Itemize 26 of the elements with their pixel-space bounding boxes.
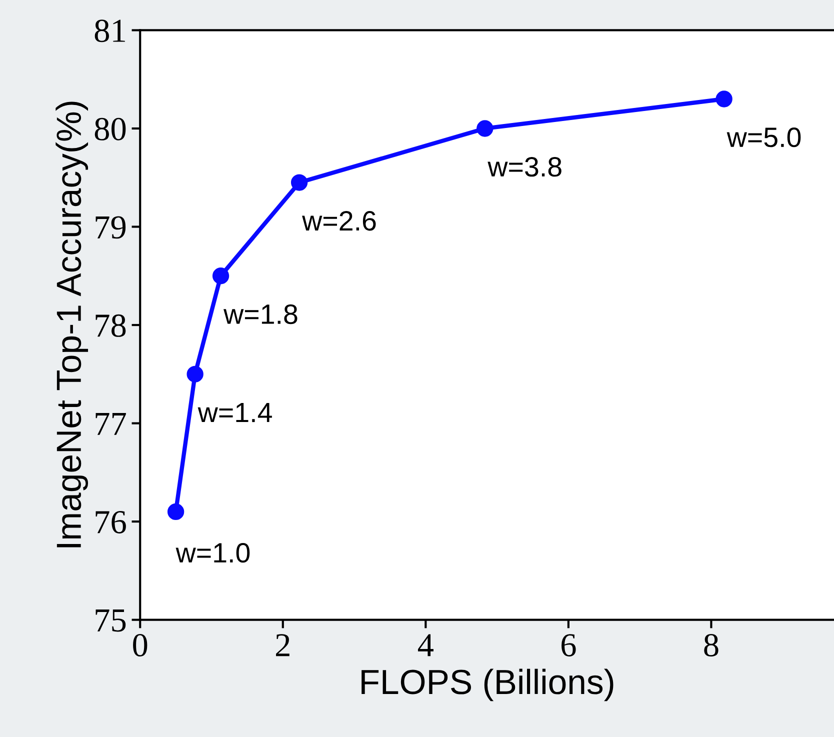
x-axis-title: FLOPS (Billions)	[362, 668, 614, 702]
y-tick-label: 78	[96, 314, 126, 337]
y-tick-label: 81	[94, 20, 125, 42]
point	[167, 503, 184, 520]
x-tick-label: 0	[133, 634, 148, 656]
y-axis-title: ImageNet Top-1 Accuracy(%)	[56, 102, 88, 548]
annotation: w=1.4	[198, 402, 272, 422]
y-tick-label: 80	[94, 118, 126, 140]
y-tick-label: 79	[96, 216, 126, 239]
point	[212, 268, 230, 284]
point	[476, 120, 494, 137]
x-tick-label: 8	[704, 634, 718, 656]
annotation: w=3.8	[488, 156, 562, 177]
annotation: w=1.0	[176, 543, 250, 563]
annotation: w=1.8	[224, 304, 298, 324]
y-tick-label: 75	[96, 610, 126, 632]
x-tick-label: 6	[562, 634, 576, 656]
annotation: w=5.0	[726, 128, 801, 148]
x-tick-label: 2	[276, 634, 290, 656]
y-tick-label: 77	[96, 413, 126, 435]
x-tick-label: 4	[418, 634, 434, 656]
point	[290, 174, 308, 191]
annotation: w=2.6	[302, 211, 376, 231]
y-tick-label: 76	[96, 511, 126, 534]
point	[186, 366, 204, 382]
point	[716, 90, 732, 108]
